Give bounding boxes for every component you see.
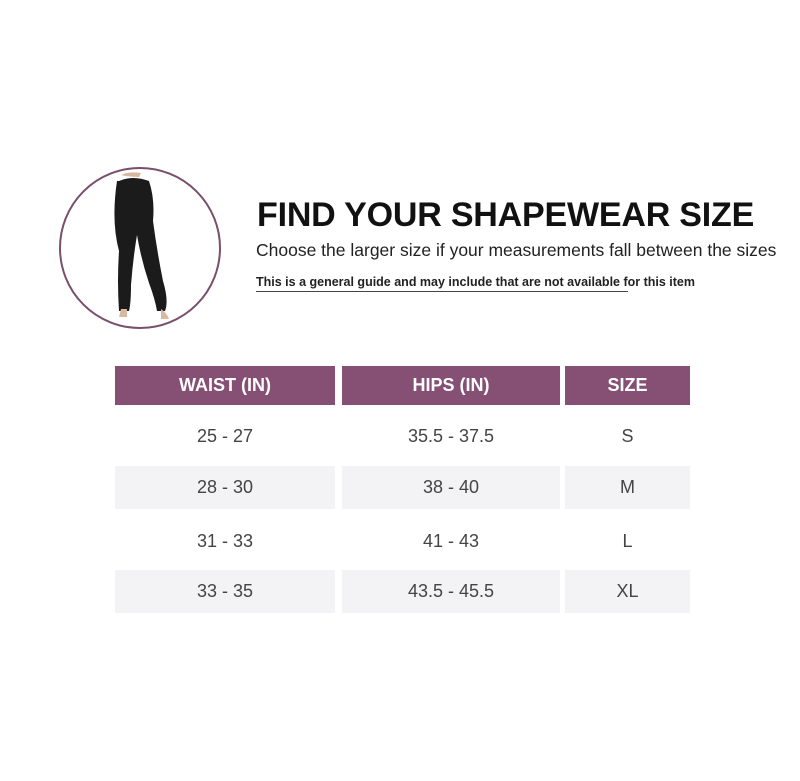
table-cell-size: L [622, 530, 633, 551]
table-cell-hips: 38 - 40 [342, 466, 560, 509]
column-header-hips: HIPS (IN) [342, 366, 560, 405]
table-cell-hips: 41 - 43 [422, 530, 480, 551]
table-cell-size: M [565, 466, 690, 509]
guide-note: This is a general guide and may include … [256, 275, 696, 289]
leggings-model-icon [114, 172, 169, 319]
table-cell-waist: 28 - 30 [115, 466, 335, 509]
column-header-waist: WAIST (IN) [115, 366, 335, 405]
column-header-size: SIZE [565, 366, 690, 405]
table-cell-hips: 43.5 - 45.5 [342, 570, 560, 613]
table-cell-hips: 35.5 - 37.5 [407, 425, 495, 446]
table-cell-waist: 33 - 35 [115, 570, 335, 613]
product-image [59, 167, 221, 329]
note-underline [256, 291, 628, 292]
table-cell-size: XL [565, 570, 690, 613]
table-cell-waist: 25 - 27 [196, 425, 254, 446]
table-cell-waist: 31 - 33 [196, 530, 254, 551]
subtitle: Choose the larger size if your measureme… [256, 240, 777, 260]
table-cell-size: S [621, 425, 634, 446]
page-title: FIND YOUR SHAPEWEAR SIZE [257, 196, 755, 234]
